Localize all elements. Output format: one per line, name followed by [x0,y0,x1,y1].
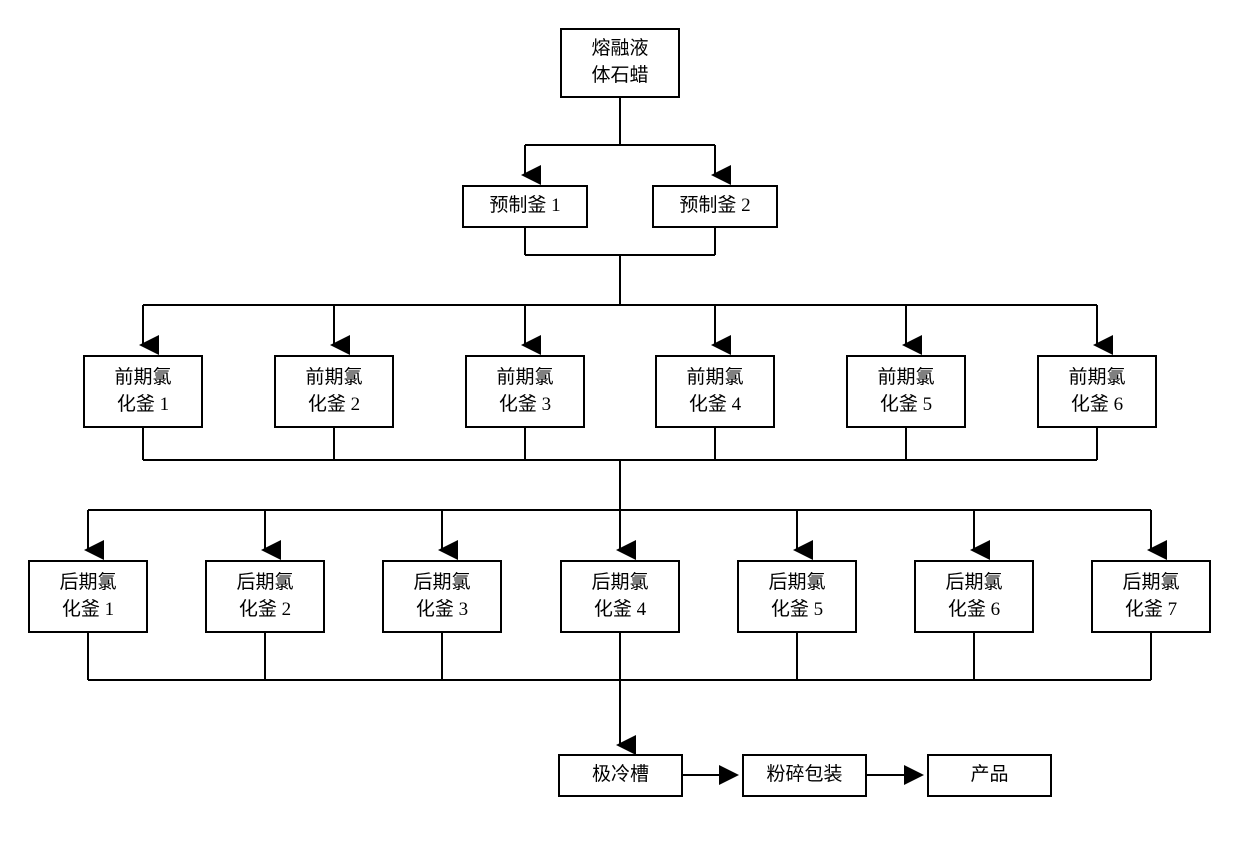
node-late-7: 后期氯 化釜 7 [1091,560,1211,633]
node-label: 前期氯 化釜 1 [114,365,171,418]
node-prefab-2: 预制釜 2 [652,185,778,228]
node-label: 预制釜 1 [489,193,560,220]
node-cooling: 极冷槽 [558,754,683,797]
node-early-3: 前期氯 化釜 3 [465,355,585,428]
node-label: 预制釜 2 [679,193,750,220]
node-label: 后期氯 化釜 6 [945,570,1002,623]
node-label: 后期氯 化釜 3 [413,570,470,623]
node-early-1: 前期氯 化釜 1 [83,355,203,428]
node-melt-liquid: 熔融液 体石蜡 [560,28,680,98]
node-label: 前期氯 化釜 5 [877,365,934,418]
node-label: 粉碎包装 [766,762,842,789]
node-grinding: 粉碎包装 [742,754,867,797]
node-late-4: 后期氯 化釜 4 [560,560,680,633]
node-label: 后期氯 化釜 4 [591,570,648,623]
node-label: 前期氯 化釜 3 [496,365,553,418]
node-label: 极冷槽 [592,762,649,789]
node-product: 产品 [927,754,1052,797]
node-early-6: 前期氯 化釜 6 [1037,355,1157,428]
node-label: 前期氯 化釜 4 [686,365,743,418]
node-early-4: 前期氯 化釜 4 [655,355,775,428]
node-early-5: 前期氯 化釜 5 [846,355,966,428]
node-prefab-1: 预制釜 1 [462,185,588,228]
node-label: 后期氯 化釜 1 [59,570,116,623]
node-label: 前期氯 化釜 2 [305,365,362,418]
node-label: 产品 [970,762,1008,789]
node-late-2: 后期氯 化釜 2 [205,560,325,633]
node-label: 后期氯 化釜 2 [236,570,293,623]
node-late-3: 后期氯 化釜 3 [382,560,502,633]
node-late-1: 后期氯 化釜 1 [28,560,148,633]
node-late-5: 后期氯 化釜 5 [737,560,857,633]
node-early-2: 前期氯 化釜 2 [274,355,394,428]
node-label: 前期氯 化釜 6 [1068,365,1125,418]
node-label: 熔融液 体石蜡 [591,36,648,89]
node-label: 后期氯 化釜 7 [1122,570,1179,623]
node-late-6: 后期氯 化釜 6 [914,560,1034,633]
node-label: 后期氯 化釜 5 [768,570,825,623]
